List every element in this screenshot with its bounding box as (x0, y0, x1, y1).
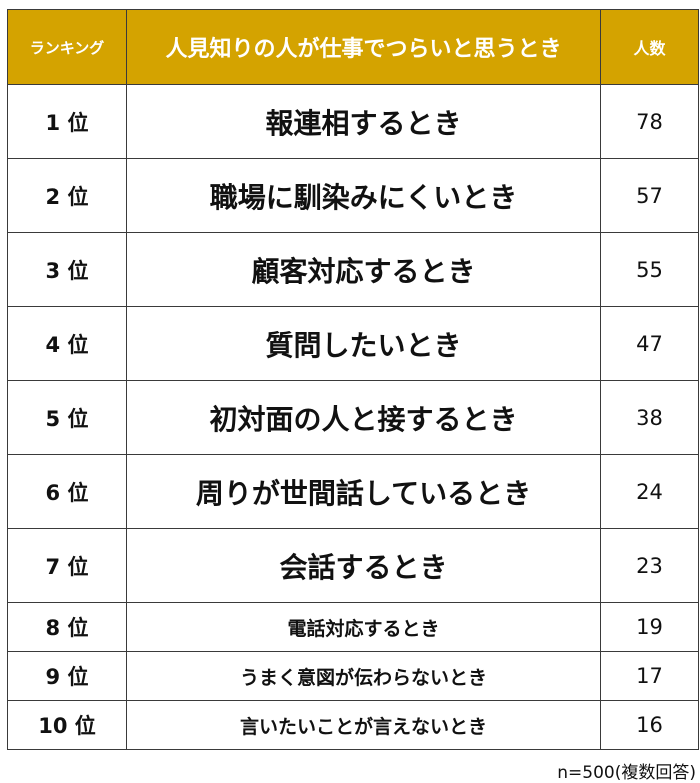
item-cell: 電話対応するとき (126, 602, 601, 652)
rank-cell: 3 位 (7, 232, 127, 307)
table-row: 2 位 職場に馴染みにくいとき 57 (7, 158, 699, 233)
rank-cell: 8 位 (7, 602, 127, 652)
table-row: 7 位 会話するとき 23 (7, 528, 699, 603)
header-rank: ランキング (7, 9, 127, 85)
table-row: 3 位 顧客対応するとき 55 (7, 232, 699, 307)
count-cell: 23 (600, 528, 699, 603)
header-item: 人見知りの人が仕事でつらいと思うとき (126, 9, 601, 85)
item-cell: 顧客対応するとき (126, 232, 601, 307)
item-cell: 言いたいことが言えないとき (126, 700, 601, 750)
rank-cell: 9 位 (7, 651, 127, 701)
count-cell: 55 (600, 232, 699, 307)
rank-cell: 6 位 (7, 454, 127, 529)
rank-cell: 1 位 (7, 84, 127, 159)
rank-cell: 4 位 (7, 306, 127, 381)
rank-cell: 5 位 (7, 380, 127, 455)
item-cell: 質問したいとき (126, 306, 601, 381)
table-row: 6 位 周りが世間話しているとき 24 (7, 454, 699, 529)
item-cell: 会話するとき (126, 528, 601, 603)
item-cell: 報連相するとき (126, 84, 601, 159)
item-cell: 周りが世間話しているとき (126, 454, 601, 529)
item-cell: 初対面の人と接するとき (126, 380, 601, 455)
header-row: ランキング 人見知りの人が仕事でつらいと思うとき 人数 (7, 9, 699, 85)
table-row: 8 位 電話対応するとき 19 (7, 602, 699, 652)
rank-cell: 10 位 (7, 700, 127, 750)
count-cell: 19 (600, 602, 699, 652)
item-cell: 職場に馴染みにくいとき (126, 158, 601, 233)
item-cell: うまく意図が伝わらないとき (126, 651, 601, 701)
count-cell: 17 (600, 651, 699, 701)
count-cell: 24 (600, 454, 699, 529)
table-row: 5 位 初対面の人と接するとき 38 (7, 380, 699, 455)
table-row: 1 位 報連相するとき 78 (7, 84, 699, 159)
count-cell: 57 (600, 158, 699, 233)
ranking-table: ランキング 人見知りの人が仕事でつらいと思うとき 人数 1 位 報連相するとき … (7, 9, 699, 750)
table-row: 9 位 うまく意図が伝わらないとき 17 (7, 651, 699, 701)
count-cell: 78 (600, 84, 699, 159)
sample-size-note: n=500(複数回答) (557, 763, 696, 783)
header-count: 人数 (600, 9, 699, 85)
count-cell: 38 (600, 380, 699, 455)
rank-cell: 2 位 (7, 158, 127, 233)
count-cell: 16 (600, 700, 699, 750)
table-row: 10 位 言いたいことが言えないとき 16 (7, 700, 699, 750)
count-cell: 47 (600, 306, 699, 381)
rank-cell: 7 位 (7, 528, 127, 603)
table-row: 4 位 質問したいとき 47 (7, 306, 699, 381)
